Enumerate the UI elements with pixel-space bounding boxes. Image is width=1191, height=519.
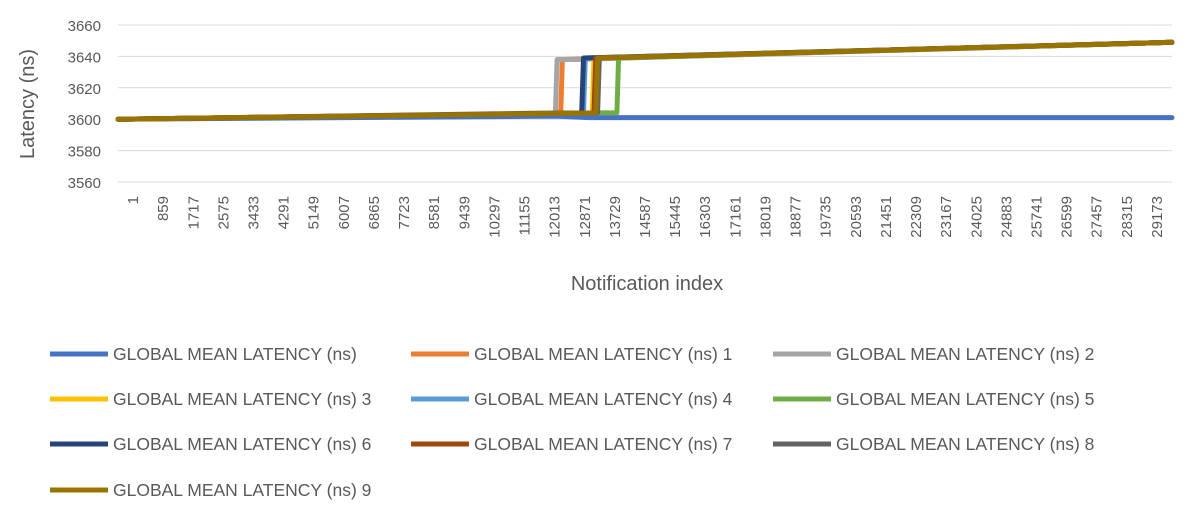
x-tick-label: 24025 xyxy=(968,196,985,238)
series-line xyxy=(115,39,1175,122)
y-tick-label: 3560 xyxy=(68,175,101,192)
x-tick-label: 14587 xyxy=(637,196,654,238)
x-tick-label: 6865 xyxy=(366,196,383,229)
series-line xyxy=(115,39,1175,122)
x-tick-label: 3433 xyxy=(246,196,263,229)
x-tick-label: 9439 xyxy=(456,196,473,229)
y-axis-title: Latency (ns) xyxy=(17,49,39,159)
x-tick-label: 26599 xyxy=(1059,196,1076,238)
x-tick-label: 15445 xyxy=(667,196,684,238)
x-axis-title: Notification index xyxy=(571,273,723,295)
x-tick-label: 12871 xyxy=(577,196,594,238)
x-tick-label: 23167 xyxy=(938,196,955,238)
legend-label: GLOBAL MEAN LATENCY (ns) xyxy=(113,344,357,364)
x-tick-label: 22309 xyxy=(908,196,925,238)
x-tick-label: 17161 xyxy=(727,196,744,238)
legend-label: GLOBAL MEAN LATENCY (ns) 3 xyxy=(113,389,371,409)
x-tick-label: 4291 xyxy=(276,196,293,229)
x-tick-label: 7723 xyxy=(396,196,413,229)
series-line xyxy=(115,39,1175,122)
x-tick-label: 10297 xyxy=(486,196,503,238)
legend-label: GLOBAL MEAN LATENCY (ns) 1 xyxy=(474,344,732,364)
series-line xyxy=(115,39,1175,122)
x-tick-label: 2575 xyxy=(215,196,232,229)
x-tick-label: 16303 xyxy=(697,196,714,238)
y-axis-ticks: 3560 3580 3600 3620 3640 3660 xyxy=(68,18,101,192)
y-tick-label: 3640 xyxy=(68,49,101,66)
x-tick-label: 29173 xyxy=(1149,196,1166,238)
x-axis-ticks: 1 859 1717 2575 3433 4291 5149 6007 6865 7723 8581… xyxy=(125,196,1166,238)
legend-label: GLOBAL MEAN LATENCY (ns) 8 xyxy=(836,434,1094,454)
x-tick-label: 19735 xyxy=(818,196,835,238)
x-tick-label: 18019 xyxy=(757,196,774,238)
x-tick-label: 1 xyxy=(125,196,142,204)
legend-label: GLOBAL MEAN LATENCY (ns) 9 xyxy=(113,480,371,500)
x-tick-label: 1717 xyxy=(185,196,202,229)
series-lines xyxy=(115,39,1175,122)
x-tick-label: 21451 xyxy=(878,196,895,238)
x-tick-label: 25741 xyxy=(1028,196,1045,238)
x-tick-label: 12013 xyxy=(547,196,564,238)
legend-label: GLOBAL MEAN LATENCY (ns) 2 xyxy=(836,344,1094,364)
x-tick-label: 28315 xyxy=(1119,196,1136,238)
grid-lines xyxy=(118,24,1172,152)
series-line xyxy=(115,39,1175,122)
y-tick-label: 3580 xyxy=(68,144,101,161)
x-tick-label: 27457 xyxy=(1089,196,1106,238)
legend-label: GLOBAL MEAN LATENCY (ns) 4 xyxy=(474,389,733,409)
series-line xyxy=(115,39,1175,122)
legend: GLOBAL MEAN LATENCY (ns) GLOBAL MEAN LATE… xyxy=(50,344,1094,500)
x-tick-label: 13729 xyxy=(607,196,624,238)
series-line xyxy=(115,39,1175,122)
x-tick-label: 6007 xyxy=(336,196,353,229)
y-tick-label: 3660 xyxy=(68,18,101,35)
x-tick-label: 24883 xyxy=(998,196,1015,238)
x-tick-label: 5149 xyxy=(306,196,323,229)
x-tick-label: 20593 xyxy=(848,196,865,238)
x-tick-label: 11155 xyxy=(517,196,534,236)
x-tick-label: 18877 xyxy=(788,196,805,238)
x-tick-label: 859 xyxy=(155,196,172,221)
legend-label: GLOBAL MEAN LATENCY (ns) 7 xyxy=(474,434,732,454)
legend-label: GLOBAL MEAN LATENCY (ns) 5 xyxy=(836,389,1094,409)
x-tick-label: 8581 xyxy=(426,196,443,229)
y-tick-label: 3600 xyxy=(68,112,101,129)
series-line xyxy=(115,39,1175,122)
legend-label: GLOBAL MEAN LATENCY (ns) 6 xyxy=(113,434,371,454)
series-line xyxy=(115,39,1175,122)
y-tick-label: 3620 xyxy=(68,81,101,98)
